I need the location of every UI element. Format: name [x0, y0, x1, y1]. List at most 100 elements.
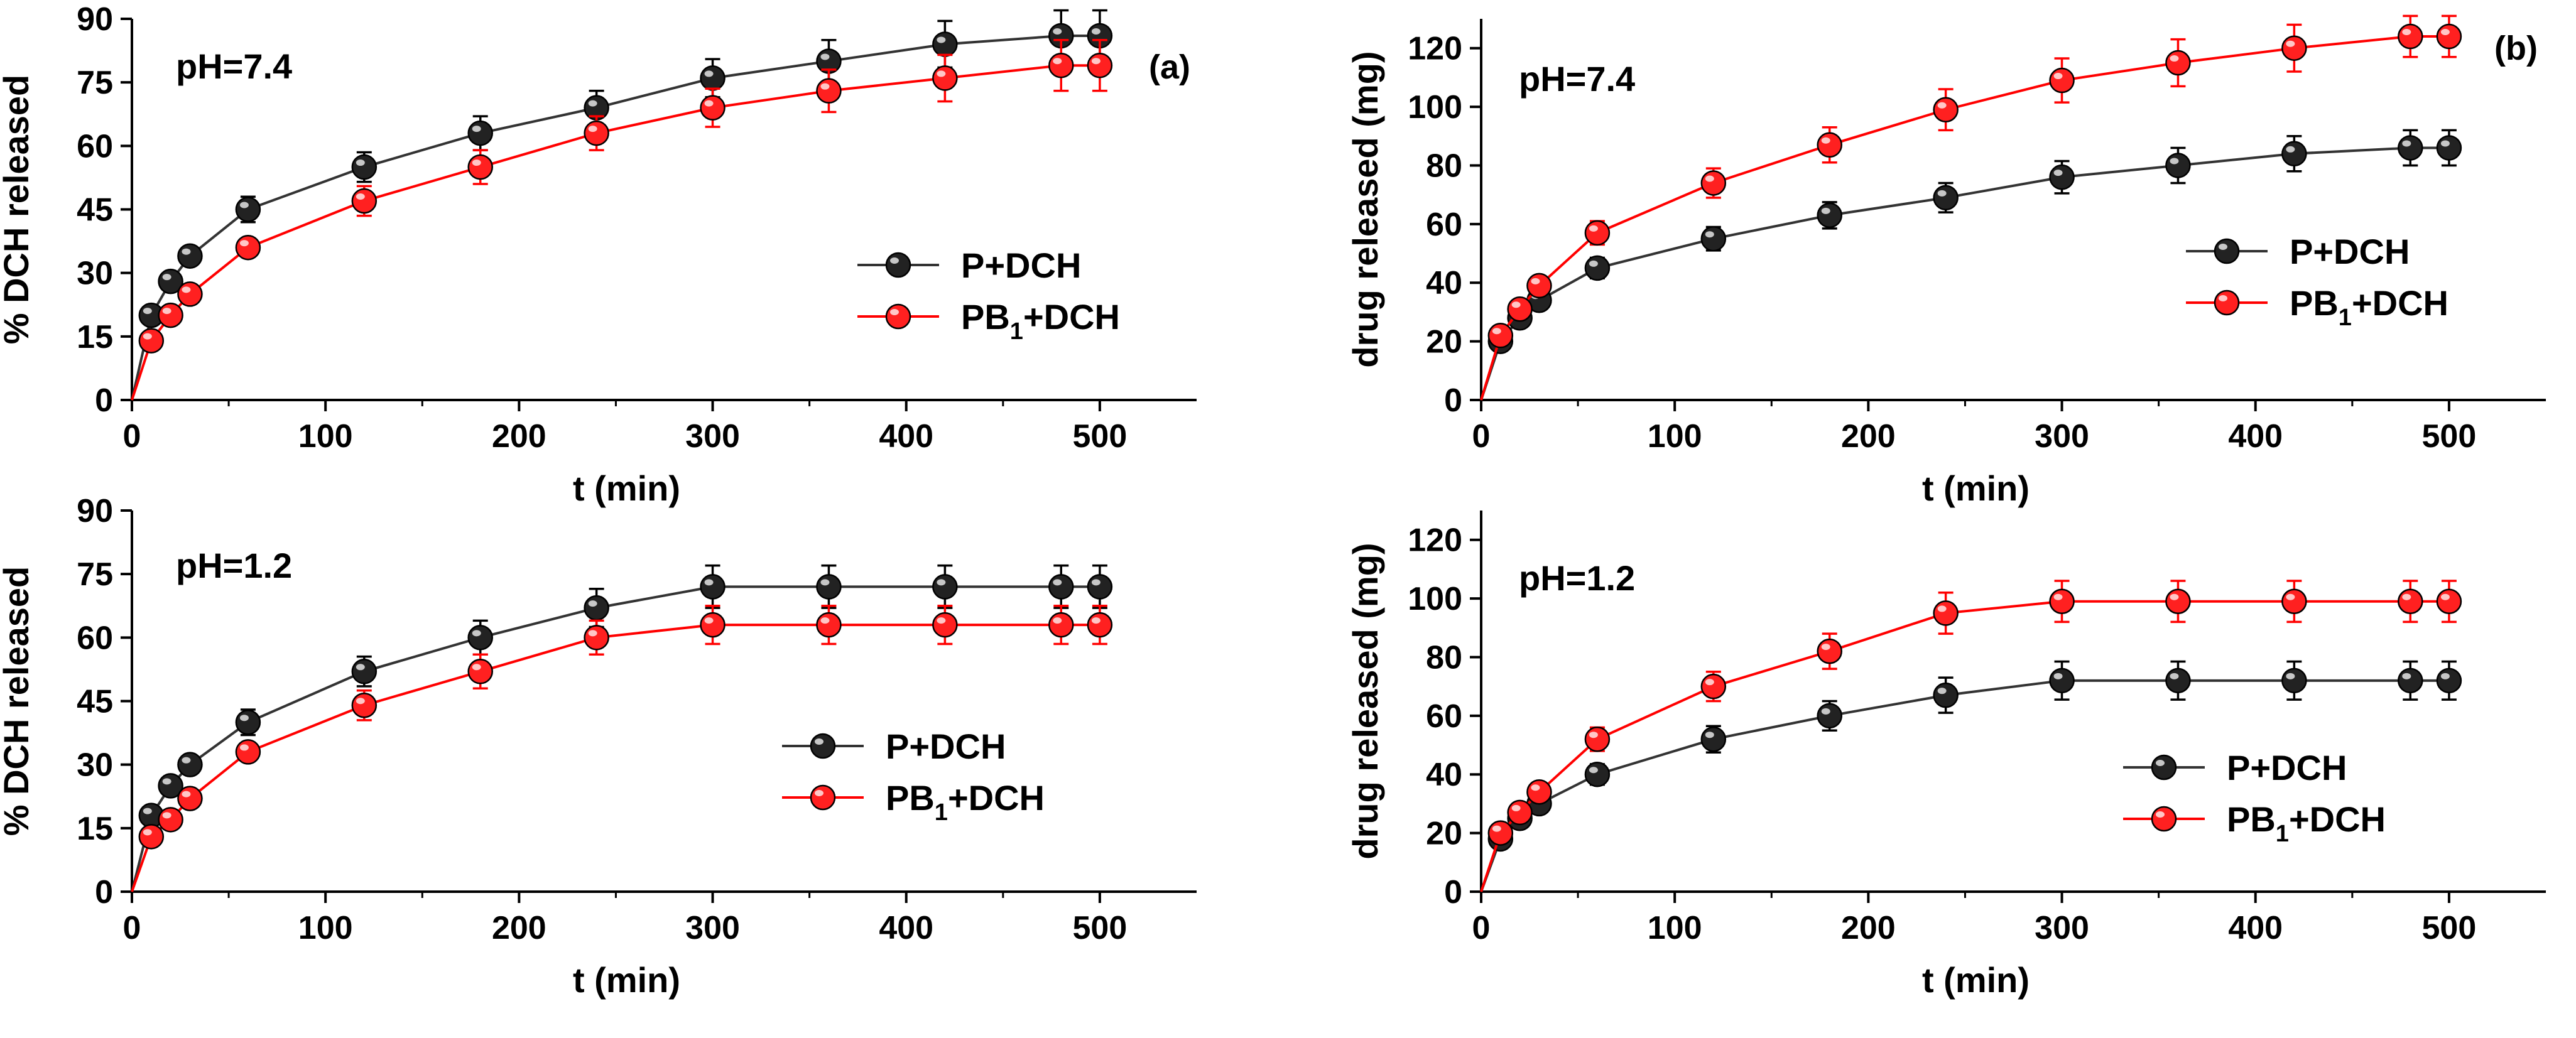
data-point — [2436, 23, 2462, 50]
data-point-highlight — [704, 617, 714, 624]
y-tick-label: 20 — [1426, 324, 1462, 360]
data-point — [932, 612, 958, 638]
data-point-highlight — [704, 579, 714, 586]
ph-annotation: pH=7.4 — [176, 46, 292, 86]
y-tick-label: 20 — [1426, 816, 1462, 852]
data-point-highlight — [239, 715, 249, 722]
data-point-highlight — [2170, 55, 2179, 62]
data-point-highlight — [820, 83, 830, 90]
data-point — [2281, 588, 2307, 614]
legend-label: PB1+DCH — [886, 778, 1045, 826]
series-line — [1480, 600, 2449, 892]
x-tick-label: 300 — [2035, 910, 2089, 946]
y-tick-label: 40 — [1426, 757, 1462, 793]
data-point-highlight — [1821, 137, 1830, 144]
panel-tag: (b) — [2494, 30, 2538, 67]
legend-label: P+DCH — [2290, 232, 2410, 271]
data-point-highlight — [2053, 593, 2063, 600]
data-point-highlight — [2440, 29, 2450, 36]
x-tick-label: 300 — [2035, 418, 2089, 455]
data-point-highlight — [162, 274, 171, 281]
data-point-highlight — [2402, 673, 2411, 679]
data-point-highlight — [937, 36, 946, 43]
legend-marker-highlight — [2156, 760, 2165, 766]
data-point — [2165, 588, 2191, 614]
data-point-highlight — [1821, 708, 1830, 715]
x-tick-label: 100 — [298, 910, 353, 946]
data-point-highlight — [2170, 158, 2179, 165]
data-point-highlight — [1705, 175, 1714, 182]
data-point-highlight — [182, 791, 191, 797]
data-point-highlight — [1937, 688, 1947, 695]
x-tick-label: 500 — [2422, 418, 2477, 455]
data-point — [177, 243, 203, 269]
data-point — [2165, 668, 2191, 694]
data-point — [235, 709, 261, 735]
data-point-highlight — [1053, 617, 1062, 624]
x-tick-label: 100 — [1648, 418, 1702, 455]
y-axis-title: drug released (mg) — [1345, 543, 1385, 859]
x-tick-label: 0 — [123, 910, 141, 946]
data-point-highlight — [143, 829, 152, 836]
data-point-highlight — [588, 126, 597, 132]
x-tick-label: 200 — [1841, 910, 1896, 946]
legend-marker — [2214, 238, 2240, 264]
y-tick-label: 30 — [77, 747, 113, 784]
data-point — [2436, 668, 2462, 694]
data-point — [816, 574, 842, 600]
data-point — [1048, 574, 1074, 600]
data-point-highlight — [1589, 767, 1598, 774]
data-point — [2049, 67, 2075, 94]
y-tick-label: 15 — [77, 811, 113, 847]
data-point — [1700, 170, 1727, 196]
x-tick-label: 300 — [685, 418, 740, 455]
y-tick-label: 40 — [1426, 265, 1462, 301]
data-point — [351, 692, 378, 718]
data-point-highlight — [2170, 593, 2179, 600]
data-point — [1048, 52, 1074, 78]
ph-annotation: pH=1.2 — [176, 546, 292, 585]
data-point-highlight — [2286, 593, 2295, 600]
data-point — [2049, 164, 2075, 190]
legend-marker — [2151, 806, 2177, 832]
y-axis-title: % DCH released — [0, 75, 36, 345]
legend-marker — [2151, 754, 2177, 781]
data-point — [235, 197, 261, 222]
legend-label: PB1+DCH — [961, 297, 1120, 345]
legend-marker — [810, 733, 836, 759]
x-tick-label: 0 — [1472, 418, 1491, 455]
data-point-highlight — [1053, 28, 1062, 35]
y-tick-label: 15 — [77, 319, 113, 355]
data-point — [932, 574, 958, 600]
x-tick-label: 200 — [492, 418, 546, 455]
data-point — [1700, 673, 1727, 700]
y-axis-title: % DCH released — [0, 566, 36, 836]
data-point — [2398, 588, 2423, 614]
data-point — [1700, 726, 1727, 752]
data-point — [1933, 682, 1959, 708]
x-tick-label: 0 — [1472, 910, 1491, 946]
data-point-highlight — [143, 308, 152, 315]
data-point-highlight — [1705, 231, 1714, 238]
data-point-highlight — [472, 664, 481, 671]
data-point-highlight — [588, 600, 597, 607]
data-point-highlight — [704, 70, 714, 77]
data-point-highlight — [1589, 260, 1598, 267]
data-point — [1817, 132, 1842, 158]
data-point-highlight — [1091, 579, 1101, 586]
data-point-highlight — [182, 248, 191, 255]
data-point-highlight — [182, 757, 191, 764]
x-axis-title: t (min) — [1922, 468, 2030, 508]
legend-label: PB1+DCH — [2227, 799, 2386, 847]
data-point — [467, 625, 493, 651]
data-point-highlight — [937, 579, 946, 586]
data-point — [584, 595, 609, 621]
data-point — [1933, 97, 1959, 122]
data-point — [1584, 761, 1611, 787]
data-point-highlight — [1705, 679, 1714, 686]
data-point-highlight — [356, 159, 365, 166]
data-point-highlight — [1511, 804, 1521, 811]
y-tick-label: 120 — [1408, 522, 1462, 559]
y-tick-label: 75 — [77, 556, 113, 593]
